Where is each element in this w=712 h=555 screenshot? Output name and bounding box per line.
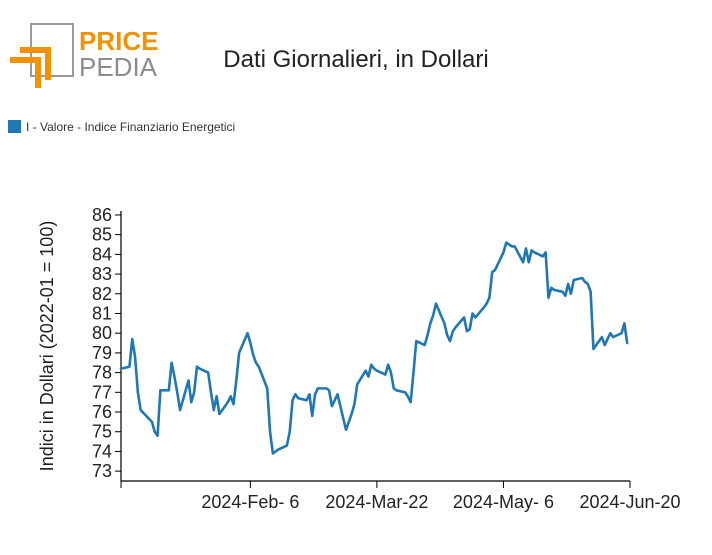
pricepedia-logo: PRICE PEDIA (10, 23, 158, 88)
y-tick-label: 81 (92, 303, 112, 323)
legend: I - Valore - Indice Finanziario Energeti… (8, 120, 235, 134)
x-ticks: 2024-Feb- 6 2024-Mar-22 2024-May- 6 2024-Ju… (120, 481, 681, 512)
y-tick-label: 73 (92, 461, 112, 481)
y-tick-label: 79 (92, 343, 112, 363)
y-tick-label: 82 (92, 284, 112, 304)
y-tick-label: 77 (92, 382, 112, 402)
y-axis-title: Indici in Dollari (2022-01 = 100) (37, 221, 57, 472)
legend-label: I - Valore - Indice Finanziario Energeti… (26, 120, 235, 134)
logo-bracket-inner-icon (20, 47, 51, 80)
y-tick-label: 78 (92, 363, 112, 383)
y-tick-label: 84 (92, 244, 112, 264)
x-tick-label: 2024-Feb- 6 (201, 492, 299, 512)
legend-swatch (8, 120, 21, 133)
y-tick-label: 76 (92, 402, 112, 422)
y-tick-label: 83 (92, 264, 112, 284)
plot-area (119, 241, 629, 455)
chart-title: Dati Giornalieri, in Dollari (223, 46, 488, 73)
y-tick-label: 86 (92, 205, 112, 225)
x-tick-label: 2024-Jun-20 (579, 492, 680, 512)
logo-word-pedia: PEDIA (79, 52, 158, 82)
y-tick-label: 75 (92, 422, 112, 442)
y-tick-label: 74 (92, 441, 112, 461)
logo-word-price: PRICE (79, 26, 158, 56)
y-tick-label: 85 (92, 225, 112, 245)
series-line-0 (119, 241, 629, 455)
y-tick-label: 80 (92, 323, 112, 343)
x-tick-label: 2024-May- 6 (453, 492, 554, 512)
logo-bracket-outer-icon (10, 57, 41, 88)
x-tick-label: 2024-Mar-22 (325, 492, 428, 512)
